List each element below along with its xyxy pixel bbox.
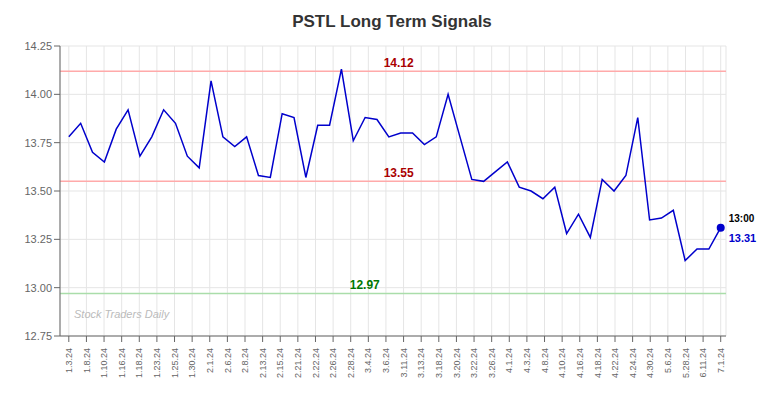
svg-text:3.6.24: 3.6.24 [381, 348, 391, 373]
svg-text:7.1.24: 7.1.24 [716, 348, 726, 373]
svg-text:1.16.24: 1.16.24 [117, 348, 127, 378]
svg-text:1.23.24: 1.23.24 [152, 348, 162, 378]
svg-text:3.4.24: 3.4.24 [363, 348, 373, 373]
svg-text:5.28.24: 5.28.24 [681, 348, 691, 378]
svg-text:4.22.24: 4.22.24 [610, 348, 620, 378]
svg-text:2.8.24: 2.8.24 [240, 348, 250, 373]
svg-text:13.25: 13.25 [24, 233, 52, 245]
svg-text:13.55: 13.55 [384, 166, 414, 180]
svg-text:2.21.24: 2.21.24 [293, 348, 303, 378]
svg-text:13.00: 13.00 [24, 282, 52, 294]
html-text:PSTL Long Term Signals: PSTL Long Term Signals [292, 12, 492, 31]
svg-text:1.10.24: 1.10.24 [99, 348, 109, 378]
svg-text:4.16.24: 4.16.24 [575, 348, 585, 378]
svg-text:3.13.24: 3.13.24 [416, 348, 426, 378]
svg-text:3.26.24: 3.26.24 [487, 348, 497, 378]
svg-text:4.10.24: 4.10.24 [557, 348, 567, 378]
svg-text:4.24.24: 4.24.24 [628, 348, 638, 378]
svg-text:2.1.24: 2.1.24 [205, 348, 215, 373]
svg-text:14.00: 14.00 [24, 88, 52, 100]
svg-text:13.50: 13.50 [24, 185, 52, 197]
svg-text:13.75: 13.75 [24, 137, 52, 149]
svg-text:2.6.24: 2.6.24 [223, 348, 233, 373]
svg-text:1.18.24: 1.18.24 [134, 348, 144, 378]
svg-text:3.11.24: 3.11.24 [399, 348, 409, 377]
svg-text:4.30.24: 4.30.24 [645, 348, 655, 378]
svg-text:12.75: 12.75 [24, 330, 52, 342]
svg-text:1.30.24: 1.30.24 [187, 348, 197, 378]
svg-text:14.25: 14.25 [24, 40, 52, 52]
svg-text:1.25.24: 1.25.24 [170, 348, 180, 378]
svg-text:4.3.24: 4.3.24 [522, 348, 532, 373]
svg-text:5.6.24: 5.6.24 [663, 348, 673, 373]
svg-text:13:00: 13:00 [729, 213, 755, 224]
svg-text:13.31: 13.31 [729, 232, 757, 244]
svg-text:12.97: 12.97 [350, 278, 380, 292]
svg-text:2.28.24: 2.28.24 [346, 348, 356, 378]
svg-text:1.3.24: 1.3.24 [64, 348, 74, 373]
svg-text:4.18.24: 4.18.24 [593, 348, 603, 378]
svg-text:1.8.24: 1.8.24 [82, 348, 92, 373]
svg-text:2.15.24: 2.15.24 [275, 348, 285, 378]
svg-text:2.22.24: 2.22.24 [311, 348, 321, 378]
svg-text:3.20.24: 3.20.24 [452, 348, 462, 378]
svg-text:4.8.24: 4.8.24 [540, 348, 550, 373]
svg-text:2.26.24: 2.26.24 [328, 348, 338, 378]
html-text:Stock Traders Daily: Stock Traders Daily [74, 308, 170, 320]
svg-text:6.11.24: 6.11.24 [698, 348, 708, 377]
svg-text:3.22.24: 3.22.24 [469, 348, 479, 378]
svg-text:14.12: 14.12 [384, 56, 414, 70]
svg-text:2.13.24: 2.13.24 [258, 348, 268, 378]
svg-text:4.1.24: 4.1.24 [504, 348, 514, 373]
svg-text:3.18.24: 3.18.24 [434, 348, 444, 378]
